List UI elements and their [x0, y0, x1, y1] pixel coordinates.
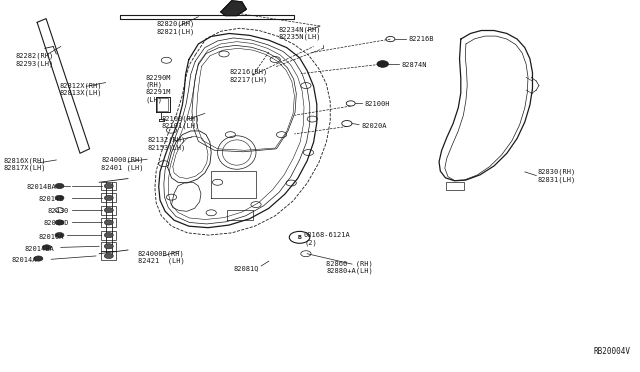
Text: 82812X(RH)
82813X(LH): 82812X(RH) 82813X(LH): [60, 82, 102, 96]
Circle shape: [104, 195, 113, 201]
Polygon shape: [221, 1, 246, 16]
Text: 82234N(RH)
82235N(LH): 82234N(RH) 82235N(LH): [278, 26, 321, 41]
Text: 824000(RH)
82401 (LH): 824000(RH) 82401 (LH): [101, 157, 143, 171]
Text: RB20004V: RB20004V: [593, 347, 630, 356]
Circle shape: [55, 195, 64, 201]
Bar: [101, 251, 116, 260]
Circle shape: [42, 245, 51, 250]
Circle shape: [34, 256, 43, 261]
Text: 82216B: 82216B: [408, 36, 434, 42]
Text: 82014B: 82014B: [38, 196, 64, 202]
Bar: [101, 182, 116, 190]
Text: 82016A: 82016A: [38, 234, 64, 240]
Text: 82860  (RH)
82880+A(LH): 82860 (RH) 82880+A(LH): [326, 260, 373, 274]
Text: 82830(RH)
82831(LH): 82830(RH) 82831(LH): [538, 169, 576, 183]
Circle shape: [104, 232, 113, 238]
Text: 82430: 82430: [48, 208, 69, 214]
Text: 82874N: 82874N: [402, 62, 428, 68]
Text: 82816X(RH)
82817X(LH): 82816X(RH) 82817X(LH): [3, 157, 45, 171]
Circle shape: [104, 244, 113, 249]
Text: 824000B(RH)
82421  (LH): 824000B(RH) 82421 (LH): [138, 250, 184, 264]
Bar: [446, 182, 464, 190]
Text: 82014A: 82014A: [12, 257, 37, 263]
Text: 82100(RH)
82101(LH): 82100(RH) 82101(LH): [162, 115, 200, 129]
Circle shape: [55, 220, 64, 225]
Bar: [101, 242, 116, 251]
Text: 82014BA: 82014BA: [27, 184, 56, 190]
Circle shape: [104, 183, 113, 189]
Text: 08168-6121A
(2): 08168-6121A (2): [304, 232, 351, 246]
Circle shape: [104, 253, 113, 259]
Bar: [101, 206, 116, 215]
Bar: [101, 193, 116, 202]
Text: 82081Q: 82081Q: [234, 265, 259, 271]
Text: 82132(RH)
82153(LH): 82132(RH) 82153(LH): [147, 137, 186, 151]
Circle shape: [104, 208, 113, 213]
Circle shape: [55, 183, 64, 189]
Text: 82216(RH)
82217(LH): 82216(RH) 82217(LH): [229, 68, 268, 83]
Circle shape: [104, 220, 113, 225]
Circle shape: [55, 232, 64, 238]
Text: 82014BA: 82014BA: [24, 246, 54, 252]
Text: 82016D: 82016D: [44, 220, 69, 226]
Bar: [101, 231, 116, 240]
Text: B: B: [298, 235, 301, 240]
Text: 82282(RH)
82293(LH): 82282(RH) 82293(LH): [16, 52, 54, 67]
Text: 82820(RH)
82821(LH): 82820(RH) 82821(LH): [157, 21, 195, 35]
Circle shape: [377, 61, 388, 67]
Bar: [101, 218, 116, 227]
Text: 82290M
(RH)
82291M
(LH): 82290M (RH) 82291M (LH): [146, 74, 172, 103]
Text: 82100H: 82100H: [365, 101, 390, 107]
Text: 82020A: 82020A: [362, 123, 387, 129]
